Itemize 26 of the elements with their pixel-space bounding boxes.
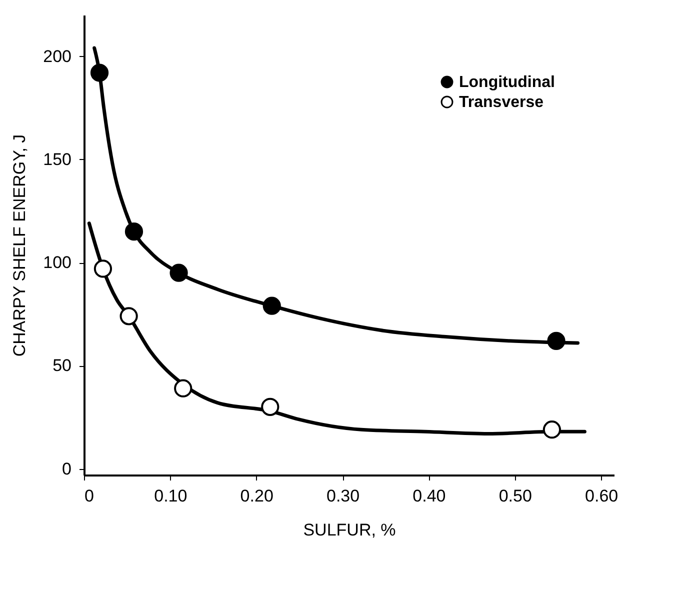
y-tick-label: 150 [43,150,72,169]
y-tick-label: 50 [52,356,72,376]
point [261,398,280,416]
x-tick-label: 0.40 [412,486,446,506]
point [174,379,192,398]
x-tick-label: 0.30 [326,486,360,506]
point [90,64,109,82]
y-tick-label: 0 [62,459,72,478]
x-tick-label: 0.60 [585,486,618,506]
y-axis-title: CHARPY SHELF ENERGY, J [10,134,30,357]
x-tick-label: 0.10 [154,486,188,506]
point [542,420,562,439]
x-tick-label: 0.20 [240,486,274,506]
point [170,264,188,282]
x-tick-label: 0.50 [498,486,532,506]
legend-label: Longitudinal [459,74,555,91]
point [547,332,566,350]
legend-label: Transverse [459,94,544,111]
x-tick-label: 0 [84,486,94,506]
point [124,222,144,241]
point [120,307,138,326]
x-axis-title: SULFUR, % [303,520,396,540]
point [262,296,281,315]
y-tick-label: 200 [43,46,72,66]
point [94,260,112,278]
y-tick-label: 100 [43,253,72,272]
